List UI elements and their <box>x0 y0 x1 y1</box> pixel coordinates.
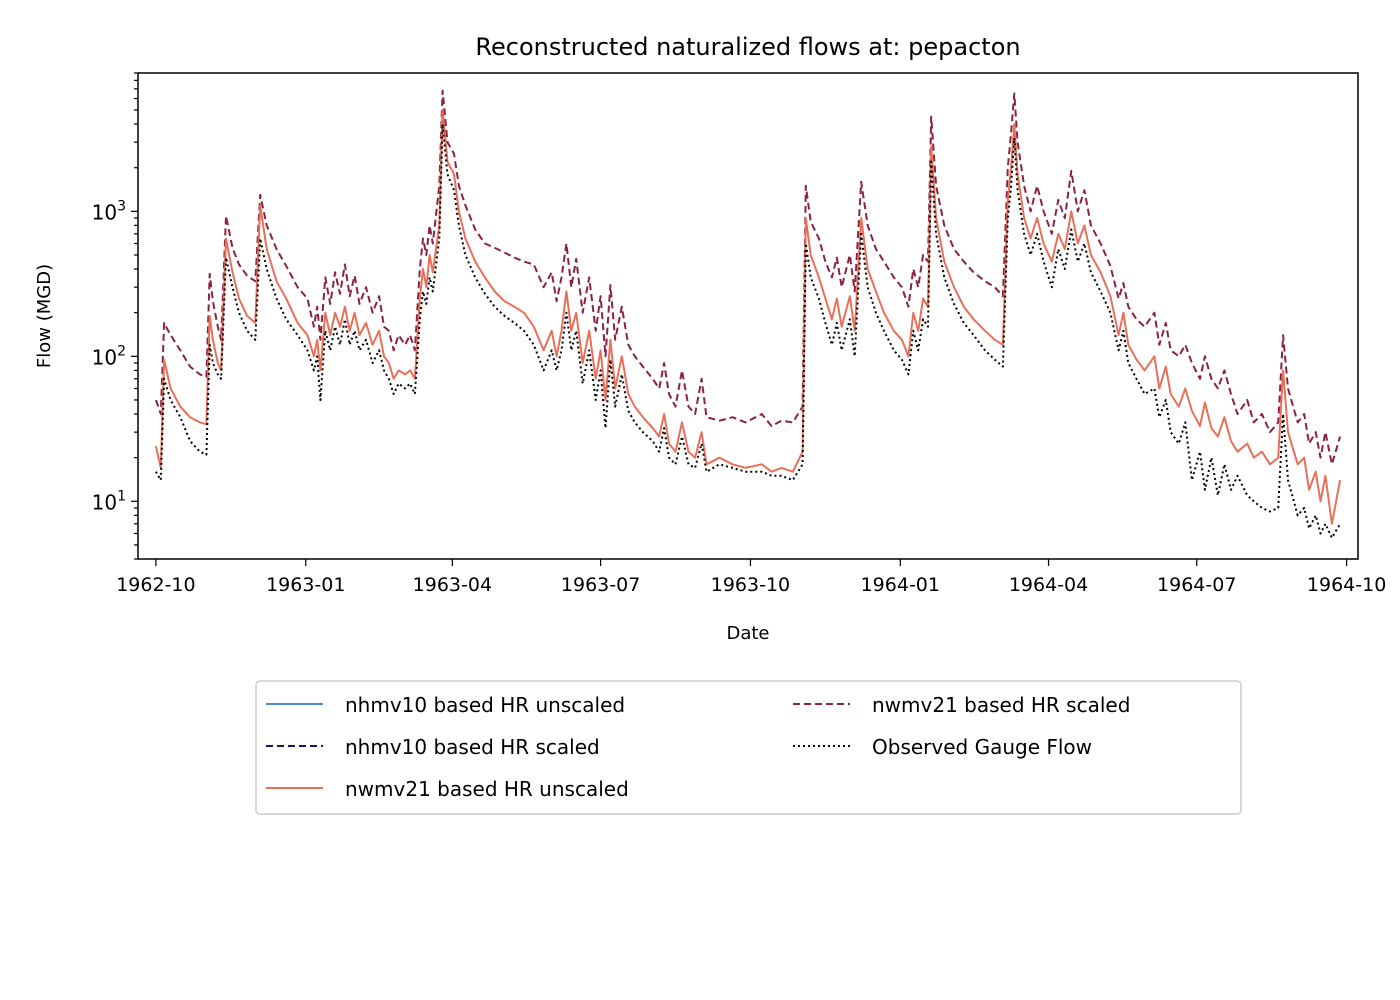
x-axis: 1962-10 1963-01 1963-04 1963-07 1963-10 1964-… <box>116 559 1386 596</box>
plot-frame <box>137 72 1359 560</box>
legend-label: nhmv10 based HR scaled <box>345 735 600 759</box>
legend-label: nwmv21 based HR scaled <box>872 693 1130 717</box>
x-tick-label: 1963-10 <box>711 574 790 596</box>
series-line-3 <box>155 123 1341 539</box>
y-tick-label: 103 <box>92 198 126 224</box>
x-tick-label: 1964-07 <box>1157 574 1236 596</box>
y-tick-base: 10 <box>92 490 117 514</box>
chart-title: Reconstructed naturalized flows at: pepa… <box>475 33 1020 61</box>
y-tick-base: 10 <box>92 200 117 224</box>
x-tick-label: 1963-01 <box>266 574 345 596</box>
y-axis-label: Flow (MGD) <box>34 264 55 368</box>
series-layer <box>154 89 1342 539</box>
y-tick-exponent: 1 <box>117 488 126 504</box>
y-tick-label: 102 <box>92 343 126 369</box>
legend-frame <box>255 680 1242 815</box>
x-tick-label: 1963-07 <box>561 574 640 596</box>
x-tick-label: 1963-04 <box>413 574 492 596</box>
x-tick-label: 1964-01 <box>861 574 940 596</box>
y-tick-label: 101 <box>92 488 126 514</box>
y-tick-base: 10 <box>92 345 117 369</box>
series-line-1 <box>154 89 1342 466</box>
series-line-2 <box>154 109 1342 525</box>
legend-label: Observed Gauge Flow <box>872 735 1092 759</box>
legend-label: nhmv10 based HR unscaled <box>345 693 625 717</box>
x-axis-label: Date <box>726 623 769 644</box>
legend: nhmv10 based HR unscaled nhmv10 based HR … <box>255 680 1242 815</box>
x-tick-label: 1964-10 <box>1307 574 1386 596</box>
x-tick-label: 1964-04 <box>1009 574 1088 596</box>
y-tick-exponent: 3 <box>117 198 126 214</box>
y-tick-exponent: 2 <box>117 343 126 359</box>
x-tick-label: 1962-10 <box>116 574 195 596</box>
legend-label: nwmv21 based HR unscaled <box>345 777 629 801</box>
